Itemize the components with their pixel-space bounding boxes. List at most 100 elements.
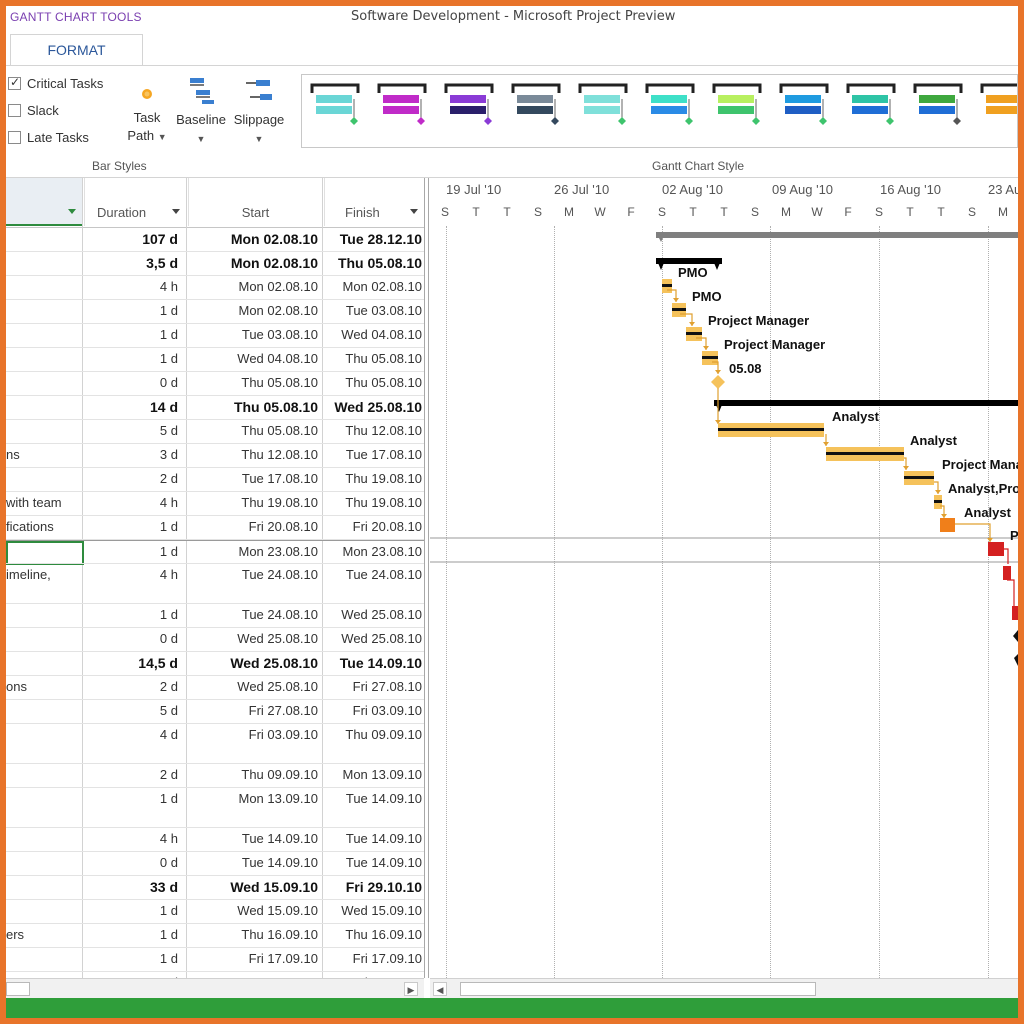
start-cell[interactable]: Wed 15.09.10 xyxy=(237,903,318,918)
task-name-cell[interactable]: imeline, xyxy=(6,567,51,582)
finish-cell[interactable]: Tue 03.08.10 xyxy=(345,303,422,318)
task-name-cell[interactable] xyxy=(6,348,82,372)
task-name-cell[interactable]: ers xyxy=(6,927,25,942)
finish-cell[interactable]: Thu 09.09.10 xyxy=(345,727,422,742)
finish-cell[interactable]: Mon 13.09.10 xyxy=(342,767,422,782)
duration-cell[interactable]: 5 d xyxy=(159,423,178,438)
task-name-cell[interactable] xyxy=(6,764,82,788)
finish-cell[interactable]: Thu 16.09.10 xyxy=(345,927,422,942)
start-cell[interactable]: Tue 03.08.10 xyxy=(241,327,318,342)
task-row[interactable]: 1 d Mon 02.08.10 Tue 03.08.10 xyxy=(6,300,424,324)
slack-checkbox[interactable]: Slack xyxy=(8,103,59,118)
task-row[interactable]: 0 d Thu 05.08.10 Thu 05.08.10 xyxy=(6,372,424,396)
duration-cell[interactable]: 107 d xyxy=(142,231,178,247)
gantt-style-option[interactable] xyxy=(980,79,1017,141)
task-name-cell[interactable] xyxy=(6,324,82,348)
duration-cell[interactable]: 0 d xyxy=(159,631,178,646)
task-row[interactable]: 1 d Wed 04.08.10 Thu 05.08.10 xyxy=(6,348,424,372)
task-row[interactable]: 2 d Tue 17.08.10 Thu 19.08.10 xyxy=(6,468,424,492)
finish-cell[interactable]: Tue 28.12.10 xyxy=(339,231,422,247)
start-cell[interactable]: Mon 02.08.10 xyxy=(238,303,318,318)
scroll-thumb[interactable] xyxy=(6,982,30,996)
start-cell[interactable]: Tue 17.08.10 xyxy=(241,471,318,486)
task-name-cell[interactable]: ons xyxy=(6,679,27,694)
duration-cell[interactable]: 2 d xyxy=(159,679,178,694)
finish-cell[interactable]: Tue 14.09.10 xyxy=(345,831,422,846)
start-cell[interactable]: Mon 02.08.10 xyxy=(230,255,318,271)
baseline-button[interactable]: Baseline ▼ xyxy=(172,76,230,148)
duration-cell[interactable]: 4 h xyxy=(159,279,178,294)
task-name-cell[interactable] xyxy=(6,396,82,420)
task-row[interactable]: 4 d Fri 03.09.10 Thu 09.09.10 xyxy=(6,724,424,764)
duration-cell[interactable]: 1 d xyxy=(159,327,178,342)
task-name-cell[interactable] xyxy=(6,852,82,876)
late-tasks-checkbox[interactable]: Late Tasks xyxy=(8,130,89,145)
task-name-cell[interactable]: ns xyxy=(6,447,20,462)
finish-cell[interactable]: Thu 19.08.10 xyxy=(345,495,422,510)
duration-cell[interactable]: 1 d xyxy=(159,903,178,918)
duration-cell[interactable]: 1 d xyxy=(159,951,178,966)
task-bar[interactable] xyxy=(686,332,702,335)
column-header-finish[interactable]: Finish xyxy=(324,178,424,226)
duration-cell[interactable]: 1 d xyxy=(159,303,178,318)
task-name-cell[interactable] xyxy=(6,604,82,628)
task-bar[interactable] xyxy=(702,356,718,359)
gantt-hscrollbar[interactable]: ◀ xyxy=(430,978,1018,998)
task-bar[interactable] xyxy=(662,284,672,287)
column-dropdown-icon[interactable] xyxy=(410,209,418,214)
task-row[interactable]: 4 h Mon 02.08.10 Mon 02.08.10 xyxy=(6,276,424,300)
column-dropdown-icon[interactable] xyxy=(68,209,76,214)
summary-task-row[interactable]: 14,5 d Wed 25.08.10 Tue 14.09.10 xyxy=(6,652,424,676)
duration-cell[interactable]: 1 d xyxy=(159,927,178,942)
finish-cell[interactable]: Fri 27.08.10 xyxy=(352,679,422,694)
finish-cell[interactable]: Tue 14.09.10 xyxy=(345,855,422,870)
duration-cell[interactable]: 0 d xyxy=(159,375,178,390)
finish-cell[interactable]: Tue 14.09.10 xyxy=(345,791,422,806)
task-bar[interactable] xyxy=(718,428,824,431)
task-row[interactable]: fications 1 d Fri 20.08.10 Fri 20.08.10 xyxy=(6,516,424,540)
scroll-left-icon[interactable]: ◀ xyxy=(433,982,447,996)
gantt-style-option[interactable] xyxy=(444,79,502,141)
contextual-tab-label[interactable]: GANTT CHART TOOLS xyxy=(10,10,142,24)
gantt-style-option[interactable] xyxy=(712,79,770,141)
duration-cell[interactable]: 4 h xyxy=(159,831,178,846)
task-row[interactable]: ers 1 d Thu 16.09.10 Thu 16.09.10 xyxy=(6,924,424,948)
summary-task-row[interactable]: 107 d Mon 02.08.10 Tue 28.12.10 xyxy=(6,228,424,252)
start-cell[interactable]: Tue 14.09.10 xyxy=(241,855,318,870)
finish-cell[interactable]: Fri 29.10.10 xyxy=(345,879,422,895)
start-cell[interactable]: Tue 24.08.10 xyxy=(241,607,318,622)
finish-cell[interactable]: Thu 05.08.10 xyxy=(337,255,422,271)
task-bar[interactable] xyxy=(672,308,686,311)
duration-cell[interactable]: 1 d xyxy=(159,544,178,559)
duration-cell[interactable]: 1 d xyxy=(159,519,178,534)
finish-cell[interactable]: Mon 23.08.10 xyxy=(342,544,422,559)
task-row[interactable]: 4 h Tue 14.09.10 Tue 14.09.10 xyxy=(6,828,424,852)
task-name-cell[interactable] xyxy=(6,420,82,444)
task-name-cell[interactable] xyxy=(6,276,82,300)
task-name-cell[interactable] xyxy=(6,228,82,252)
task-row[interactable]: 2 d Thu 09.09.10 Mon 13.09.10 xyxy=(6,764,424,788)
checkbox-icon[interactable] xyxy=(8,131,21,144)
task-row[interactable]: 1 d Mon 13.09.10 Tue 14.09.10 xyxy=(6,788,424,828)
summary-task-row[interactable]: 3,5 d Mon 02.08.10 Thu 05.08.10 xyxy=(6,252,424,276)
scroll-thumb[interactable] xyxy=(460,982,816,996)
finish-cell[interactable]: Fri 03.09.10 xyxy=(352,703,422,718)
start-cell[interactable]: Thu 19.08.10 xyxy=(241,495,318,510)
column-header-task-name[interactable] xyxy=(6,178,82,226)
finish-cell[interactable]: Fri 20.08.10 xyxy=(352,519,422,534)
start-cell[interactable]: Thu 05.08.10 xyxy=(241,375,318,390)
project-summary-bar[interactable] xyxy=(656,232,1018,238)
slippage-button[interactable]: Slippage ▼ xyxy=(230,76,288,148)
finish-cell[interactable]: Thu 19.08.10 xyxy=(345,471,422,486)
scroll-right-icon[interactable]: ▶ xyxy=(404,982,418,996)
task-row[interactable]: ns 3 d Thu 12.08.10 Tue 17.08.10 xyxy=(6,444,424,468)
duration-cell[interactable]: 5 d xyxy=(159,703,178,718)
start-cell[interactable]: Wed 25.08.10 xyxy=(237,631,318,646)
duration-cell[interactable]: 1 d xyxy=(159,791,178,806)
duration-cell[interactable]: 14 d xyxy=(149,399,178,415)
milestone-diamond-icon[interactable] xyxy=(711,375,725,389)
duration-cell[interactable]: 14,5 d xyxy=(138,655,178,671)
summary-task-bar[interactable] xyxy=(714,400,1018,406)
critical-task-bar[interactable] xyxy=(1012,606,1018,620)
finish-cell[interactable]: Wed 25.08.10 xyxy=(334,399,422,415)
